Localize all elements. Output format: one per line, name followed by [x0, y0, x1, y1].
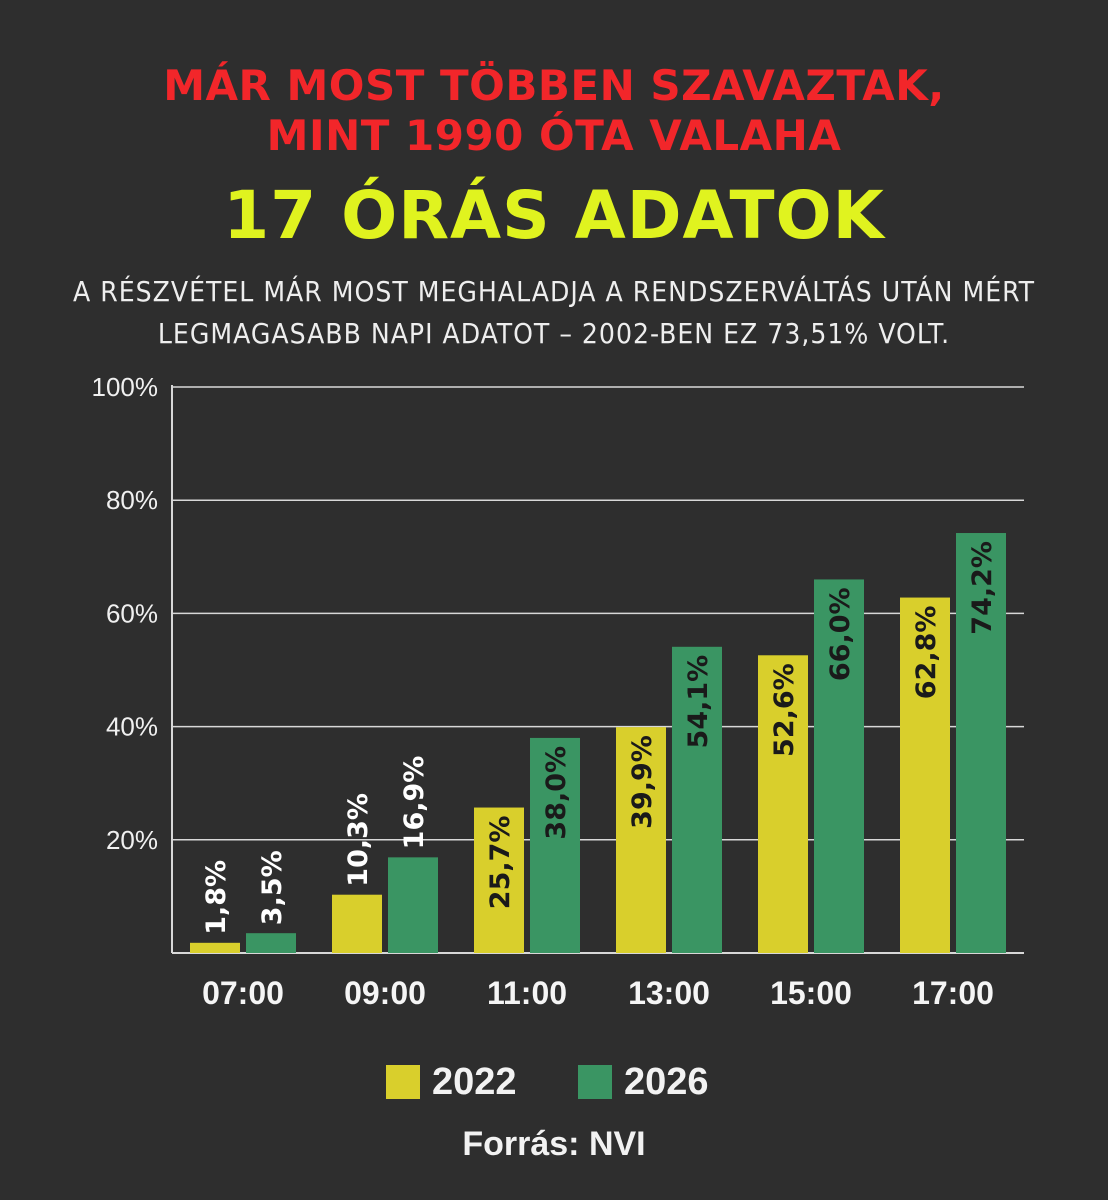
data-label-2026-1700: 74,2% [967, 541, 998, 635]
bar-2026-1500 [814, 579, 864, 953]
bar-2026-0900 [388, 857, 438, 953]
data-label-2026-1100: 38,0% [541, 746, 572, 840]
headline-line-1: MÁR MOST TÖBBEN SZAVAZTAK, [163, 61, 945, 110]
data-label-2022-0700: 1,8% [201, 860, 232, 935]
legend-label-2026: 2026 [624, 1061, 709, 1103]
source-note: Forrás: NVI [462, 1125, 646, 1163]
data-label-2022-1100: 25,7% [485, 816, 516, 910]
data-label-2026-0700: 3,5% [257, 850, 288, 925]
bar-2022-0700 [190, 942, 240, 953]
x-tick-label-1300: 13:00 [628, 975, 710, 1011]
legend-label-2022: 2022 [432, 1061, 517, 1103]
data-label-2022-0900: 10,3% [343, 793, 374, 887]
data-label-2022-1700: 62,8% [911, 606, 942, 700]
data-label-2022-1500: 52,6% [769, 663, 800, 757]
x-tick-label-1700: 17:00 [912, 975, 994, 1011]
bar-2026-0700 [246, 933, 296, 953]
bar-2026-1700 [956, 533, 1006, 953]
bar-2026-1300 [672, 646, 722, 953]
x-tick-label-0900: 09:00 [344, 975, 426, 1011]
bar-2022-1100 [474, 807, 524, 953]
subtitle-line-2: LEGMAGASABB NAPI ADATOT – 2002-BEN EZ 73… [157, 317, 951, 350]
x-tick-label-0700: 07:00 [202, 975, 284, 1011]
data-label-2026-1500: 66,0% [825, 587, 856, 681]
data-label-2026-1300: 54,1% [683, 655, 714, 749]
bar-2022-0900 [332, 894, 382, 953]
data-label-2026-0900: 16,9% [399, 756, 430, 850]
y-tick-label-100: 100% [92, 372, 159, 402]
bar-2022-1500 [758, 655, 808, 953]
headline-line-2: MINT 1990 ÓTA VALAHA [266, 111, 842, 160]
x-tick-label-1100: 11:00 [487, 975, 567, 1011]
y-tick-label-40: 40% [106, 712, 158, 742]
legend-swatch-2026 [578, 1065, 612, 1099]
legend-swatch-2022 [386, 1065, 420, 1099]
y-tick-label-80: 80% [106, 485, 158, 515]
bar-2022-1700 [900, 597, 950, 953]
chart-title: 17 ÓRÁS ADATOK [223, 177, 885, 254]
subtitle-line-1: A RÉSZVÉTEL MÁR MOST MEGHALADJA A RENDSZ… [72, 275, 1036, 308]
bar-chart: 20% 40% 60% 80% 100% 1,8% 3,5% 07:00 10,3% 16,9% 0… [92, 372, 1024, 1011]
y-tick-label-20: 20% [106, 825, 158, 855]
data-label-2022-1300: 39,9% [627, 735, 658, 829]
bar-2026-1100 [530, 737, 580, 953]
bar-2022-1300 [616, 727, 666, 953]
x-tick-label-1500: 15:00 [770, 975, 852, 1011]
y-tick-label-60: 60% [106, 598, 158, 628]
